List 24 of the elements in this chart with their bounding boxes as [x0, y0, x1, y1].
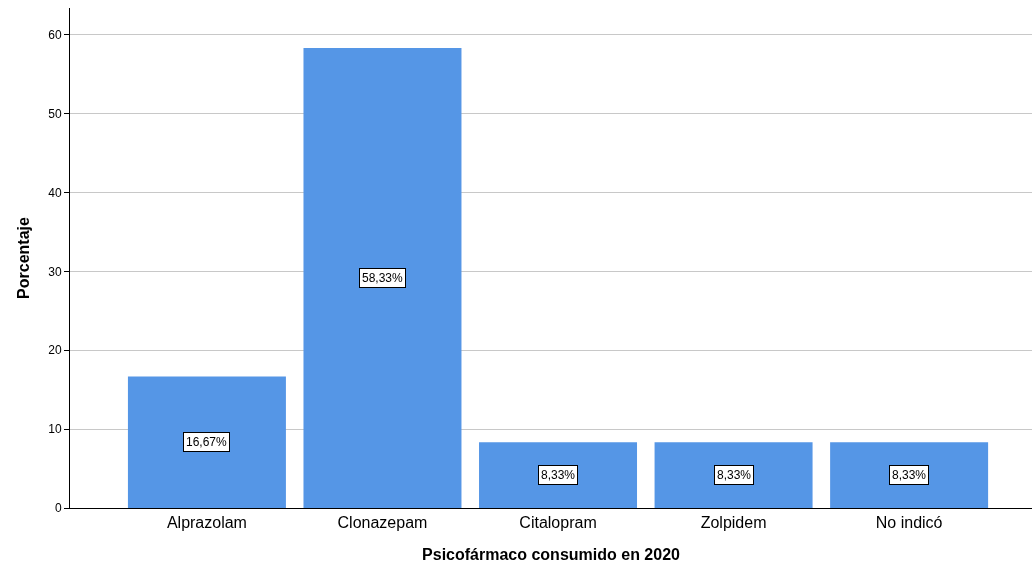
x-tick-label: No indicó — [875, 514, 943, 532]
y-tick-label: 10 — [48, 422, 62, 437]
x-tick-label: Zolpidem — [700, 514, 767, 532]
data-label: 8,33% — [717, 468, 752, 482]
data-label: 8,33% — [541, 468, 576, 482]
bar — [654, 442, 813, 508]
data-label: 16,67% — [186, 435, 228, 449]
y-tick-label: 20 — [48, 343, 62, 358]
data-label: 8,33% — [892, 468, 927, 482]
x-tick-label: Citalopram — [519, 514, 597, 532]
y-axis-title: Porcentaje — [15, 216, 33, 299]
y-tick-label: 30 — [48, 264, 62, 279]
bar — [479, 442, 638, 508]
bar — [127, 376, 286, 508]
y-tick-label: 50 — [48, 106, 62, 121]
y-tick-label: 40 — [48, 185, 62, 200]
y-tick-label: 60 — [48, 28, 62, 43]
bar — [830, 442, 989, 508]
x-axis-title: Psicofármaco consumido en 2020 — [422, 545, 681, 563]
y-tick-label: 0 — [54, 501, 62, 516]
x-tick-label: Alprazolam — [166, 514, 247, 532]
data-label: 58,33% — [362, 271, 404, 285]
x-tick-label: Clonazepam — [337, 514, 428, 532]
bar — [303, 47, 462, 508]
